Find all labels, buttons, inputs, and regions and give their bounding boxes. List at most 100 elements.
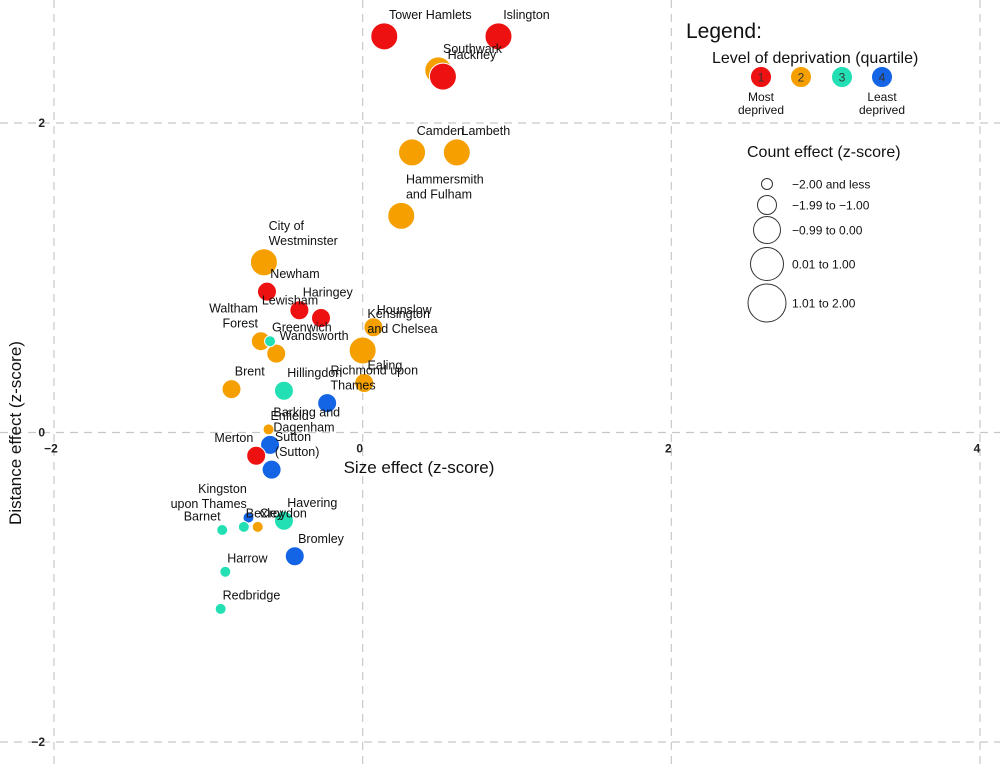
point-label-line: Ealing — [368, 358, 403, 372]
point-label: Camden — [417, 124, 464, 138]
tick-labels: −2 0 2 4 −2 0 2 — [31, 116, 980, 749]
point-label-line: Kensington — [367, 307, 430, 321]
point-label-line: Bromley — [298, 532, 345, 546]
point-label: Hackney — [448, 48, 497, 62]
point-label-line: and Chelsea — [367, 322, 437, 336]
point-marker — [348, 336, 377, 365]
legend-quartile-marker — [871, 66, 893, 88]
point-label-line: Barking and — [273, 405, 340, 419]
y-tick-label: 2 — [38, 116, 45, 130]
point-marker — [219, 565, 232, 578]
point-marker — [484, 22, 513, 51]
point-label-line: Richmond upon — [330, 364, 418, 378]
point-label: Harrow — [227, 551, 268, 565]
point-marker — [363, 317, 384, 338]
point-label: Brent — [235, 365, 265, 379]
point-label: Bromley — [298, 532, 345, 546]
point-marker — [284, 546, 305, 567]
legend-quartile-caption: Least — [867, 90, 897, 104]
point-label-line: Islington — [503, 8, 550, 22]
point-marker — [262, 423, 275, 436]
point-marker — [370, 22, 399, 51]
point-label-line: upon Thames — [171, 497, 247, 511]
legend-size-label: −0.99 to 0.00 — [792, 224, 863, 238]
legend-quartile-marker — [750, 66, 772, 88]
point-label-line: Barnet — [184, 509, 221, 523]
point-label-line: Croydon — [260, 506, 307, 520]
data-points — [214, 22, 513, 615]
point-label-line: Enfield — [270, 409, 308, 423]
point-label: Barnet — [184, 509, 221, 523]
point-label: Lambeth — [462, 124, 511, 138]
legend-size-label: 1.01 to 2.00 — [792, 297, 856, 311]
point-marker — [317, 393, 338, 414]
point-label: Redbridge — [223, 588, 281, 602]
point-label: Hounslow — [377, 303, 433, 317]
point-label-line: Dagenham — [273, 420, 334, 434]
legend-size-marker — [757, 195, 777, 215]
point-label: Waltham Forest — [209, 302, 258, 331]
point-label-line: Haringey — [303, 286, 354, 300]
point-marker — [266, 343, 287, 364]
point-label-line: Merton — [214, 431, 253, 445]
point-label: City of Westminster — [269, 219, 338, 248]
point-label: Bexley — [246, 506, 284, 520]
point-label: Southwark — [443, 42, 503, 56]
point-label: Havering — [287, 496, 337, 510]
point-marker — [398, 138, 427, 167]
point-label-line: Camden — [417, 124, 464, 138]
point-marker — [387, 201, 416, 230]
point-marker — [216, 523, 229, 536]
legend-quartile-label: 2 — [798, 71, 805, 85]
point-label: Croydon — [260, 506, 307, 520]
y-tick-label: 0 — [38, 426, 45, 440]
legend-quartile-caption: Most — [748, 90, 775, 104]
point-marker — [428, 62, 457, 91]
point-label: Kensington and Chelsea — [367, 307, 437, 336]
x-tick-label: 2 — [665, 442, 672, 456]
point-label-line: Waltham — [209, 302, 258, 316]
point-label: Merton — [214, 431, 253, 445]
point-label: Lewisham — [262, 293, 318, 307]
point-label-line: Forest — [223, 317, 259, 331]
point-label-line: City of — [269, 219, 305, 233]
x-tick-label: −2 — [44, 442, 58, 456]
point-label-line: Hammersmith — [406, 172, 484, 186]
point-label-line: Lambeth — [462, 124, 511, 138]
x-tick-label: 4 — [974, 442, 981, 456]
point-label-line: Sutton — [275, 430, 311, 444]
point-marker — [237, 520, 250, 533]
legend-sizes: −2.00 and less −1.99 to −1.00 −0.99 to 0.0… — [747, 178, 870, 323]
point-label: Sutton (Sutton) — [275, 430, 319, 459]
point-marker — [354, 372, 375, 393]
point-label-line: Tower Hamlets — [389, 8, 472, 22]
point-label: Barking and Dagenham — [273, 405, 340, 434]
point-marker — [442, 138, 471, 167]
y-axis-title: Distance effect (z-score) — [6, 341, 25, 525]
point-label-line: Brent — [235, 365, 265, 379]
point-marker — [261, 459, 282, 480]
legend-size-marker — [747, 283, 787, 323]
point-marker — [214, 602, 227, 615]
legend-size-marker — [750, 247, 784, 281]
legend-title: Legend: — [686, 20, 762, 43]
point-label-line: Wandsworth — [280, 329, 349, 343]
point-label-line: Lewisham — [262, 293, 318, 307]
point-marker — [256, 281, 277, 302]
point-label: Enfield — [270, 409, 308, 423]
legend-size-label: −2.00 and less — [792, 178, 870, 192]
legend-quartile-label: 1 — [758, 71, 765, 85]
y-tick-label: −2 — [31, 735, 45, 749]
point-label-line: Southwark — [443, 42, 503, 56]
point-marker — [264, 335, 277, 348]
point-label-line: (Sutton) — [275, 445, 319, 459]
point-label: Greenwich — [272, 321, 332, 335]
point-marker — [289, 300, 310, 321]
point-marker — [260, 434, 281, 455]
legend-quartile-label: 3 — [839, 71, 846, 85]
legend-quartile-marker — [831, 66, 853, 88]
legend-size-label: 0.01 to 1.00 — [792, 258, 856, 272]
point-label-line: Hackney — [448, 48, 497, 62]
